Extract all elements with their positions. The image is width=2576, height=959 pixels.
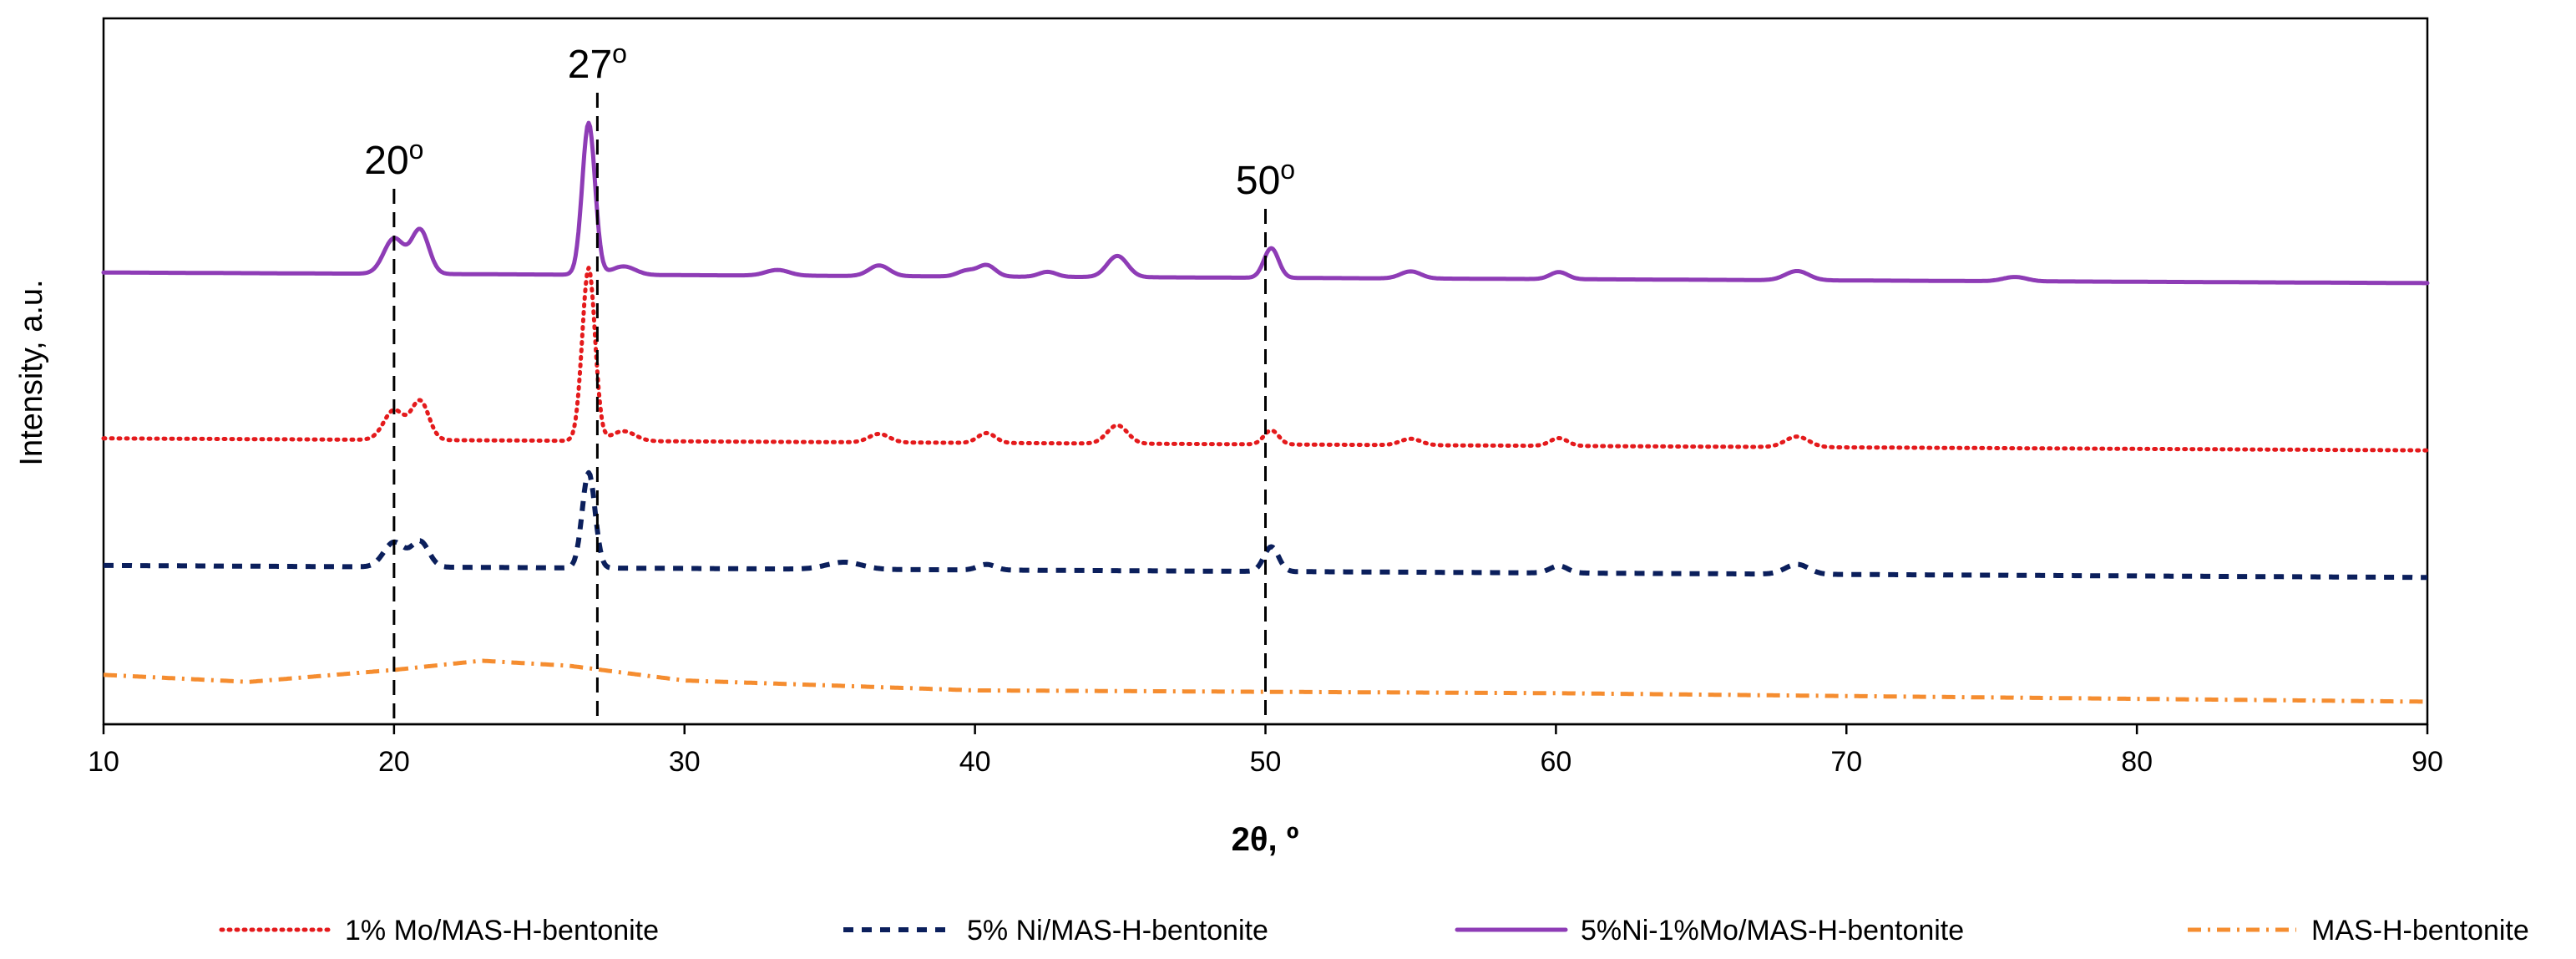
- annotation-label-50: 50o: [1236, 155, 1295, 203]
- series-line-4: [103, 658, 2428, 704]
- x-tick-label-70: 70: [1830, 746, 1862, 778]
- annotation-label-27: 27o: [568, 38, 627, 87]
- annotation-value-50: 50: [1236, 159, 1280, 203]
- x-tick-label-10: 10: [88, 746, 119, 778]
- series-line-2: [102, 469, 2429, 581]
- x-tick-label-20: 20: [378, 746, 410, 778]
- legend-label-1: 1% Mo/MAS-H-bentonite: [345, 915, 659, 946]
- annotation-degree-50: o: [1280, 155, 1295, 185]
- x-axis-label: 2θ, º: [1232, 821, 1299, 858]
- legend-label-3: 5%Ni-1%Mo/MAS-H-bentonite: [1581, 915, 1964, 946]
- annotation-value-20: 20: [364, 139, 408, 183]
- x-tick-label-40: 40: [959, 746, 991, 778]
- x-tick-label-50: 50: [1250, 746, 1282, 778]
- x-tick-label-60: 60: [1540, 746, 1571, 778]
- x-tick-label-90: 90: [2412, 746, 2443, 778]
- legend-label-4: MAS-H-bentonite: [2311, 915, 2529, 946]
- annotation-degree-27: o: [612, 38, 627, 68]
- y-axis-label: Intensity, a.u.: [14, 279, 49, 465]
- x-axis: 10 20 30 40 50 60 70 80 90 2θ, º: [88, 723, 2443, 858]
- legend-label-2: 5% Ni/MAS-H-bentonite: [967, 915, 1268, 946]
- annotation-degree-20: o: [409, 134, 424, 165]
- series-line-1: [101, 266, 2430, 453]
- x-ticks: 10 20 30 40 50 60 70 80 90: [88, 724, 2443, 778]
- x-tick-label-30: 30: [669, 746, 701, 778]
- annotation-label-20: 20o: [364, 134, 423, 183]
- x-tick-label-80: 80: [2121, 746, 2153, 778]
- annotation-value-27: 27: [568, 43, 612, 87]
- y-axis: Intensity, a.u.: [14, 279, 49, 465]
- legend: 1% Mo/MAS-H-bentonite 5% Ni/MAS-H-bentoni…: [219, 915, 2529, 946]
